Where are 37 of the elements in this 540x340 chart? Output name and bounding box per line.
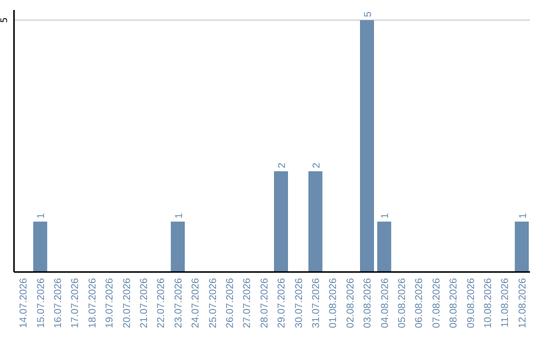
- x-tick-label: 16.07.2026: [53, 278, 64, 328]
- x-tick-label: 06.08.2026: [414, 278, 426, 328]
- x-tick-label: 24.07.2026: [190, 278, 202, 328]
- x-tick-label: 21.07.2026: [139, 278, 150, 328]
- x-tick-label: 18.07.2026: [87, 278, 98, 328]
- data-label: 5: [363, 11, 374, 18]
- x-tick-label: 15.07.2026: [36, 278, 47, 328]
- x-tick-label: 23.07.2026: [173, 278, 184, 328]
- x-tick-label: 14.07.2026: [18, 278, 30, 328]
- x-tick-label: 27.07.2026: [242, 278, 254, 328]
- x-tick-label: 25.07.2026: [208, 278, 219, 328]
- data-label: 2: [311, 162, 322, 168]
- x-tick-label: 12.08.2026: [517, 278, 528, 328]
- data-label: 1: [174, 212, 185, 219]
- x-tick-label: 28.07.2026: [259, 278, 270, 328]
- x-tick-label: 17.07.2026: [70, 278, 82, 328]
- x-tick-label: 31.07.2026: [311, 278, 322, 328]
- x-tick-label: 19.07.2026: [104, 278, 116, 328]
- x-tick-label: 30.07.2026: [294, 278, 305, 328]
- data-label: 2: [277, 162, 288, 168]
- x-tick-label: 29.07.2026: [276, 278, 288, 328]
- x-tick-label: 04.08.2026: [380, 278, 391, 328]
- x-tick-label: 01.08.2026: [328, 278, 340, 328]
- x-tick-label: 22.07.2026: [156, 278, 168, 328]
- x-tick-label: 09.08.2026: [466, 278, 477, 328]
- data-label: 1: [380, 212, 392, 219]
- x-tick-label: 07.08.2026: [431, 278, 442, 328]
- data-label: 1: [36, 212, 48, 219]
- data-label: 1: [518, 212, 529, 219]
- x-tick-label: 11.08.2026: [500, 278, 512, 328]
- x-tick-label: 20.07.2026: [122, 278, 133, 328]
- x-tick-label: 02.08.2026: [345, 278, 356, 328]
- x-tick-label: 03.08.2026: [362, 278, 374, 328]
- x-tick-label: 05.08.2026: [397, 278, 408, 328]
- x-tick-label: 08.08.2026: [448, 278, 460, 328]
- x-tick-label: 10.08.2026: [483, 278, 494, 328]
- x-tick-label: 26.07.2026: [225, 278, 236, 328]
